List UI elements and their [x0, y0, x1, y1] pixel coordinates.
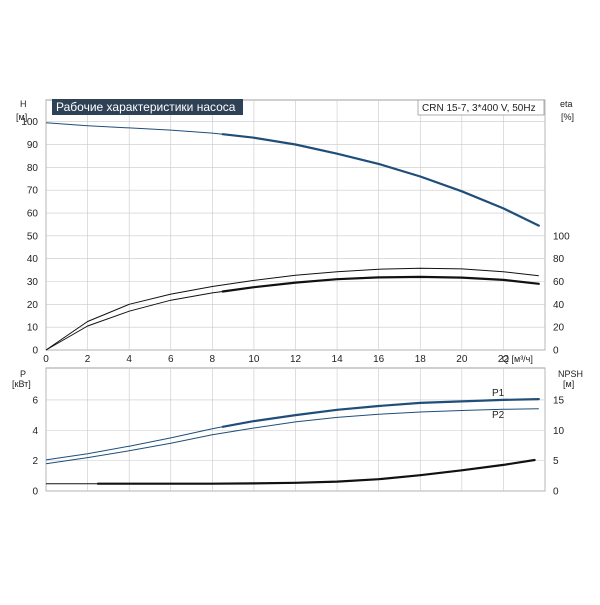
bottom-right-tick-label: 15 — [553, 395, 565, 406]
bottom-left-tick-label: 4 — [32, 426, 38, 437]
top-left-tick-label: 40 — [27, 254, 39, 265]
head-curve-bold-segment — [221, 133, 540, 227]
x-tick-label: 8 — [210, 354, 216, 365]
eta-inner-curve-thin-segment — [45, 291, 223, 351]
top-left-axis-label: H — [20, 99, 27, 109]
model-label: CRN 15-7, 3*400 V, 50Hz — [422, 103, 536, 114]
chart-title-bg — [52, 99, 243, 115]
bottom-right-axis-label: NPSH — [558, 369, 583, 379]
x-tick-label: 16 — [373, 354, 385, 365]
x-tick-label: 4 — [126, 354, 132, 365]
bottom-left-axis-label: P — [20, 369, 26, 379]
bottom-left-axis-unit: [кВт] — [12, 379, 31, 389]
p1-curve-thin-segment — [45, 426, 223, 461]
x-tick-label: 18 — [415, 354, 427, 365]
npsh-curve-bold-segment — [96, 458, 536, 485]
model-label-box — [417, 99, 545, 116]
x-tick-label: 14 — [332, 354, 344, 365]
x-tick-label: 2 — [85, 354, 91, 365]
top-left-tick-label: 0 — [32, 346, 38, 357]
top-right-tick-label: 100 — [553, 231, 570, 242]
top-left-tick-label: 60 — [27, 209, 39, 220]
top-right-tick-label: 60 — [553, 277, 565, 288]
top-right-axis-unit: [%] — [561, 112, 574, 122]
x-tick-label: 10 — [248, 354, 260, 365]
bottom-left-tick-label: 6 — [32, 395, 38, 406]
top-right-tick-label: 0 — [553, 346, 559, 357]
series-label-p1: P1 — [492, 388, 505, 399]
p2-curve-line — [45, 408, 539, 465]
x-tick-label: 0 — [43, 354, 49, 365]
x-tick-label: 20 — [456, 354, 468, 365]
top-left-tick-label: 10 — [27, 323, 39, 334]
top-left-tick-label: 90 — [27, 140, 39, 151]
bottom-right-tick-label: 5 — [553, 456, 559, 467]
chart-title: Рабочие характеристики насоса — [56, 100, 236, 114]
top-left-tick-label: 100 — [21, 117, 38, 128]
bottom-right-axis-unit: [м] — [563, 379, 574, 389]
top-left-tick-label: 50 — [27, 231, 39, 242]
top-right-tick-label: 80 — [553, 254, 565, 265]
bottom-left-tick-label: 2 — [32, 456, 38, 467]
top-left-tick-label: 80 — [27, 163, 39, 174]
bottom-left-tick-label: 0 — [32, 487, 38, 498]
head-curve-thin-segment — [45, 122, 223, 135]
grid-group — [45, 99, 546, 492]
top-left-tick-label: 70 — [27, 186, 39, 197]
top-right-tick-label: 20 — [553, 323, 565, 334]
top-right-tick-label: 40 — [553, 300, 565, 311]
x-tick-label: 12 — [290, 354, 302, 365]
bottom-right-tick-label: 10 — [553, 426, 565, 437]
bottom-right-tick-label: 0 — [553, 487, 559, 498]
top-left-tick-label: 20 — [27, 300, 39, 311]
p1-curve-bold-segment — [221, 398, 540, 428]
eta-inner-curve-bold-segment — [221, 275, 540, 293]
x-axis-label: Q [м³/ч] — [502, 354, 533, 364]
top-right-axis-label: eta — [560, 99, 573, 109]
series-label-p2: P2 — [492, 410, 505, 421]
top-left-axis-unit: [м] — [16, 112, 27, 122]
x-tick-label: 6 — [168, 354, 174, 365]
x-tick-label: 22 — [498, 354, 510, 365]
top-left-tick-label: 30 — [27, 277, 39, 288]
eta-outer-curve-line — [45, 267, 539, 351]
